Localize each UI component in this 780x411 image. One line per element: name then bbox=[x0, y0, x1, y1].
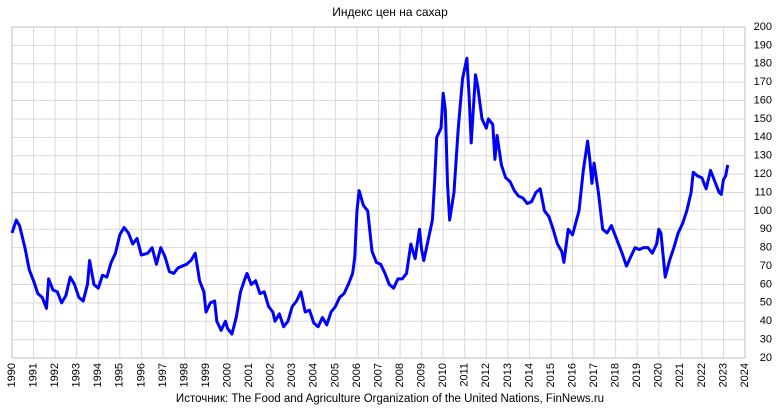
x-tick-label: 2004 bbox=[308, 363, 320, 387]
y-tick-label: 150 bbox=[754, 113, 772, 125]
x-tick-label: 1993 bbox=[71, 363, 83, 387]
x-tick-label: 1991 bbox=[27, 363, 39, 387]
x-tick-label: 2022 bbox=[696, 363, 708, 387]
x-tick-label: 2002 bbox=[265, 363, 277, 387]
source: Источник: The Food and Agriculture Organ… bbox=[176, 393, 604, 405]
x-tick-label: 2020 bbox=[653, 363, 665, 387]
y-tick-label: 130 bbox=[754, 150, 772, 162]
data-line bbox=[10, 56, 730, 336]
chart-title: Индекс цен на сахар bbox=[332, 5, 448, 19]
x-tick-label: 1999 bbox=[200, 363, 212, 387]
x-tick-label: 2010 bbox=[437, 363, 449, 387]
y-tick-label: 50 bbox=[760, 297, 772, 309]
x-tick-label: 2017 bbox=[588, 363, 600, 387]
y-tick-label: 90 bbox=[760, 223, 772, 235]
y-tick-label: 190 bbox=[754, 39, 772, 51]
x-tick-label: 2024 bbox=[739, 363, 751, 387]
y-tick-label: 100 bbox=[754, 205, 772, 217]
y-tick-label: 200 bbox=[754, 21, 772, 33]
x-tick-label: 1992 bbox=[49, 363, 61, 387]
x-tick-label: 2014 bbox=[523, 363, 535, 387]
y-tick-label: 120 bbox=[754, 168, 772, 180]
x-tick-label: 2023 bbox=[717, 363, 729, 387]
x-tick-label: 2006 bbox=[351, 363, 363, 387]
y-tick-label: 70 bbox=[760, 260, 772, 272]
x-tick-label: 2012 bbox=[480, 363, 492, 387]
y-tick-label: 110 bbox=[754, 186, 772, 198]
x-tick-label: 2009 bbox=[416, 363, 428, 387]
y-tick-label: 140 bbox=[754, 131, 772, 143]
plot-border bbox=[11, 26, 746, 359]
x-tick-label: 2016 bbox=[566, 363, 578, 387]
y-tick-label: 160 bbox=[754, 94, 772, 106]
x-tick-label: 2013 bbox=[502, 363, 514, 387]
y-tick-label: 60 bbox=[760, 278, 772, 290]
x-tick-label: 2003 bbox=[286, 363, 298, 387]
x-tick-label: 2019 bbox=[631, 363, 643, 387]
x-tick-label: 1996 bbox=[135, 363, 147, 387]
x-tick-label: 2000 bbox=[221, 363, 233, 387]
y-tick-label: 20 bbox=[760, 352, 772, 364]
x-tick-label: 2001 bbox=[243, 363, 255, 387]
x-tick-label: 1994 bbox=[92, 363, 104, 387]
y-tick-label: 80 bbox=[760, 242, 772, 254]
x-tick-label: 2008 bbox=[394, 363, 406, 387]
y-tick-label: 180 bbox=[754, 58, 772, 70]
y-tick-label: 40 bbox=[760, 315, 772, 327]
y-tick-label: 170 bbox=[754, 76, 772, 88]
x-tick-label: 1997 bbox=[157, 363, 169, 387]
x-tick-label: 1990 bbox=[6, 363, 18, 387]
x-tick-label: 2021 bbox=[674, 363, 686, 387]
x-tick-label: 2011 bbox=[459, 363, 471, 387]
x-tick-label: 2015 bbox=[545, 363, 557, 387]
x-tick-label: 1995 bbox=[114, 363, 126, 387]
x-tick-label: 1998 bbox=[178, 363, 190, 387]
x-tick-label: 2018 bbox=[610, 363, 622, 387]
x-tick-label: 2005 bbox=[329, 363, 341, 387]
y-tick-label: 30 bbox=[760, 334, 772, 346]
x-tick-label: 2007 bbox=[372, 363, 384, 387]
